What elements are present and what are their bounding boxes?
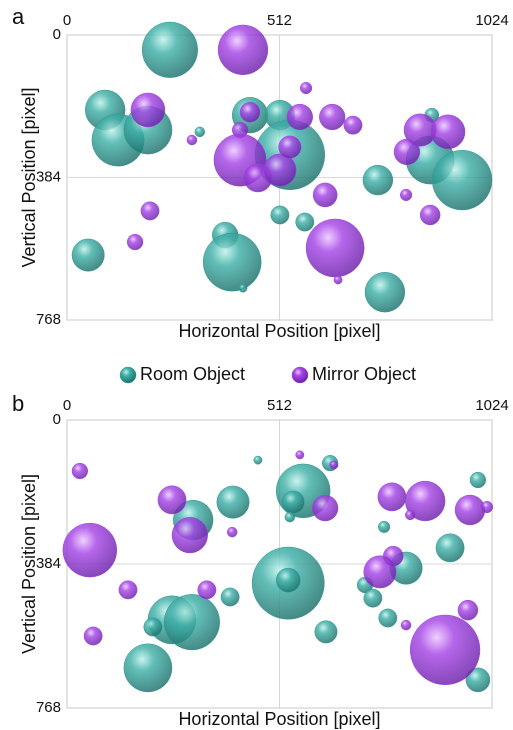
bubble xyxy=(282,491,304,513)
bubble xyxy=(306,219,364,277)
bubble xyxy=(276,568,300,592)
bubble xyxy=(401,620,411,630)
bubble xyxy=(141,202,159,220)
bubble xyxy=(187,135,197,145)
bubble xyxy=(315,621,337,643)
bubble xyxy=(313,183,337,207)
y-tick-label: 384 xyxy=(36,555,61,572)
legend-marker xyxy=(292,367,308,383)
bubble xyxy=(285,512,295,522)
y-axis-label: Vertical Position [pixel] xyxy=(19,474,39,654)
bubble xyxy=(458,600,478,620)
bubble xyxy=(319,104,345,130)
bubble xyxy=(264,154,296,186)
bubble xyxy=(240,102,260,122)
legend-label: Mirror Object xyxy=(312,364,416,384)
bubble xyxy=(378,483,406,511)
x-tick-label: 512 xyxy=(267,12,292,29)
x-tick-label: 0 xyxy=(63,397,71,414)
bubble xyxy=(63,523,117,577)
bubble xyxy=(124,644,172,692)
x-axis-label: Horizontal Position [pixel] xyxy=(178,321,380,341)
figure: 0 512 1024 0 384 768 a Horizontal Position [pix… xyxy=(0,0,513,730)
bubble xyxy=(394,139,420,165)
bubble xyxy=(431,115,465,149)
y-tick-label: 768 xyxy=(36,699,61,716)
y-axis-label: Vertical Position [pixel] xyxy=(19,87,39,267)
bubble xyxy=(254,456,262,464)
bubble xyxy=(378,521,390,533)
bubble xyxy=(420,205,440,225)
bubble xyxy=(195,127,205,137)
bubble xyxy=(455,495,485,525)
panel-label: b xyxy=(12,391,24,416)
bubble xyxy=(344,116,362,134)
bubble xyxy=(239,284,247,292)
bubble xyxy=(218,25,268,75)
bubble xyxy=(432,150,492,210)
bubble xyxy=(481,501,493,513)
bubble xyxy=(217,486,249,518)
bubble xyxy=(221,588,239,606)
bubble xyxy=(84,627,102,645)
bubble xyxy=(379,609,397,627)
bubble xyxy=(158,486,186,514)
bubble xyxy=(405,510,415,520)
x-tick-label: 1024 xyxy=(475,12,508,29)
bubble xyxy=(300,82,312,94)
bubble xyxy=(72,239,104,271)
bubble xyxy=(172,517,208,553)
x-tick-label: 512 xyxy=(267,397,292,414)
bubble xyxy=(410,615,480,685)
y-tick-label: 768 xyxy=(36,311,61,328)
bubble xyxy=(470,472,486,488)
bubble xyxy=(296,451,304,459)
bubble xyxy=(203,233,261,291)
y-tick-label: 384 xyxy=(36,168,61,185)
bubble xyxy=(364,556,396,588)
legend-label: Room Object xyxy=(140,364,245,384)
bubble xyxy=(227,527,237,537)
bubble xyxy=(334,276,342,284)
x-tick-label: 1024 xyxy=(475,397,508,414)
bubble xyxy=(279,136,301,158)
bubble xyxy=(164,594,220,650)
y-tick-label: 0 xyxy=(53,411,61,428)
x-axis-label: Horizontal Position [pixel] xyxy=(178,709,380,729)
bubble xyxy=(296,213,314,231)
legend-marker xyxy=(120,367,136,383)
x-tick-label: 0 xyxy=(63,12,71,29)
bubble xyxy=(72,463,88,479)
bubble xyxy=(142,22,198,78)
bubble xyxy=(127,234,143,250)
bubble xyxy=(119,581,137,599)
y-tick-label: 0 xyxy=(53,26,61,43)
bubble xyxy=(330,461,338,469)
bubble xyxy=(131,93,165,127)
bubble xyxy=(364,589,382,607)
bubble xyxy=(287,104,313,130)
bubble xyxy=(312,495,338,521)
bubble xyxy=(198,581,216,599)
bubble xyxy=(363,165,393,195)
bubble xyxy=(436,534,464,562)
bubble xyxy=(365,272,405,312)
panel-label: a xyxy=(12,4,25,29)
bubble xyxy=(271,206,289,224)
bubble xyxy=(144,618,162,636)
bubble xyxy=(400,189,412,201)
